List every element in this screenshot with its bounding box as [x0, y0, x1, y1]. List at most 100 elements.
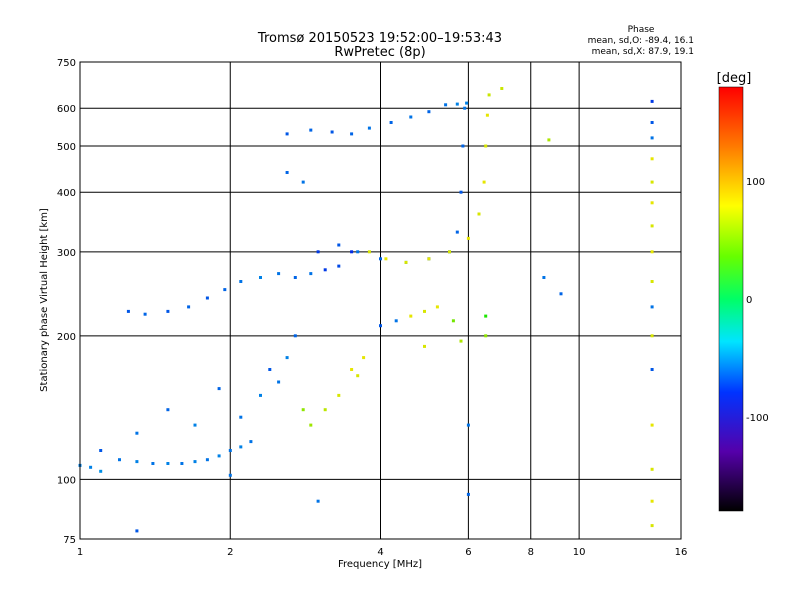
echo-point: [650, 334, 654, 338]
echo-point: [239, 280, 243, 283]
echo-point: [309, 423, 313, 427]
echo-point: [135, 460, 139, 464]
echo-point: [367, 250, 371, 254]
echo-point: [316, 499, 320, 503]
echo-point: [350, 250, 354, 254]
echo-point: [650, 201, 654, 205]
echo-point: [484, 314, 488, 318]
echo-point: [309, 128, 313, 132]
y-tick-label: 500: [57, 142, 76, 153]
echo-point: [239, 415, 243, 419]
echo-point: [151, 462, 155, 465]
echo-point: [477, 212, 481, 216]
y-tick-label: 400: [57, 188, 76, 199]
echo-point: [650, 524, 654, 528]
echo-point: [223, 288, 227, 292]
echo-point: [427, 257, 431, 261]
echo-point: [650, 121, 654, 124]
echo-point: [650, 368, 654, 371]
colorbar: [718, 86, 744, 512]
echo-point: [285, 356, 289, 360]
echo-point: [166, 462, 170, 465]
echo-point: [268, 368, 272, 371]
trace-2: [126, 250, 354, 316]
echo-point: [350, 132, 354, 136]
echo-point: [277, 272, 281, 276]
echo-point: [126, 309, 130, 313]
x-tick-label: 10: [573, 547, 586, 558]
trace-3: [316, 101, 469, 264]
y-axis-label: Stationary phase Virtual Height [km]: [39, 208, 50, 392]
echo-point: [193, 460, 197, 464]
y-tick-label: 200: [57, 332, 76, 343]
echo-point: [99, 469, 103, 473]
echo-point: [459, 190, 463, 194]
echo-point: [466, 492, 470, 496]
x-tick-label: 2: [227, 547, 233, 558]
echo-point: [187, 305, 191, 309]
echo-point: [459, 339, 463, 343]
echo-point: [500, 87, 504, 90]
echo-point: [330, 130, 334, 134]
echo-point: [650, 423, 654, 427]
echo-point: [217, 387, 221, 391]
x-tick-label: 16: [675, 547, 688, 558]
echo-point: [409, 314, 413, 318]
echo-point: [337, 243, 341, 247]
echo-point: [205, 296, 209, 300]
x-axis-ticks: 1 2 4 6 8 10 16: [77, 547, 688, 558]
echo-point: [650, 136, 654, 140]
echo-point: [451, 319, 455, 323]
echo-point: [323, 268, 327, 272]
trace-4: [367, 93, 491, 264]
chart-title: Tromsø 20150523 19:52:00–19:53:43: [257, 31, 502, 46]
echo-point: [337, 393, 341, 397]
trace-0: [78, 440, 253, 473]
echo-point: [309, 272, 313, 276]
echo-point: [205, 458, 209, 462]
echo-point: [259, 276, 262, 279]
plot-frame: [79, 61, 682, 540]
echo-point: [285, 171, 289, 174]
echo-point: [367, 126, 371, 130]
echo-point: [394, 319, 398, 323]
echo-point: [217, 454, 221, 458]
phase-x-stats: mean, sd,X: 87.9, 19.1: [592, 47, 694, 57]
echo-point: [389, 121, 393, 124]
echo-point: [423, 309, 426, 313]
echo-point: [650, 99, 654, 103]
trace-5: [285, 102, 459, 184]
x-tick-label: 4: [377, 547, 383, 558]
echo-point: [455, 102, 459, 106]
colorbar-tick-label: 0: [746, 295, 752, 306]
echo-point: [650, 224, 654, 228]
echo-point: [323, 408, 327, 412]
echo-point: [228, 449, 232, 452]
echo-point: [484, 334, 488, 338]
echo-point: [482, 180, 486, 184]
echo-point: [463, 106, 467, 110]
trace-8: [135, 87, 563, 533]
echo-point: [316, 250, 320, 254]
colorbar-ticks: 100 0 -100: [746, 177, 769, 424]
echo-point: [650, 280, 654, 283]
echo-point: [650, 180, 654, 184]
echo-point: [409, 115, 413, 119]
echo-point: [166, 309, 170, 313]
echo-point: [180, 462, 184, 465]
echo-point: [350, 368, 354, 371]
echo-point: [650, 499, 654, 503]
echo-point: [379, 257, 382, 261]
echo-point: [384, 257, 388, 261]
echo-point: [466, 423, 470, 427]
echo-point: [293, 334, 297, 338]
echo-point: [228, 473, 232, 477]
echo-point: [285, 132, 289, 136]
echo-point: [135, 529, 139, 533]
echo-point: [650, 467, 654, 471]
phase-o-stats: mean, sd,O: -89.4, 16.1: [588, 36, 694, 46]
colorbar-tick-label: 100: [746, 177, 765, 188]
echo-point: [455, 230, 459, 234]
x-axis-label: Frequency [MHz]: [338, 559, 422, 570]
echo-point: [379, 324, 382, 328]
